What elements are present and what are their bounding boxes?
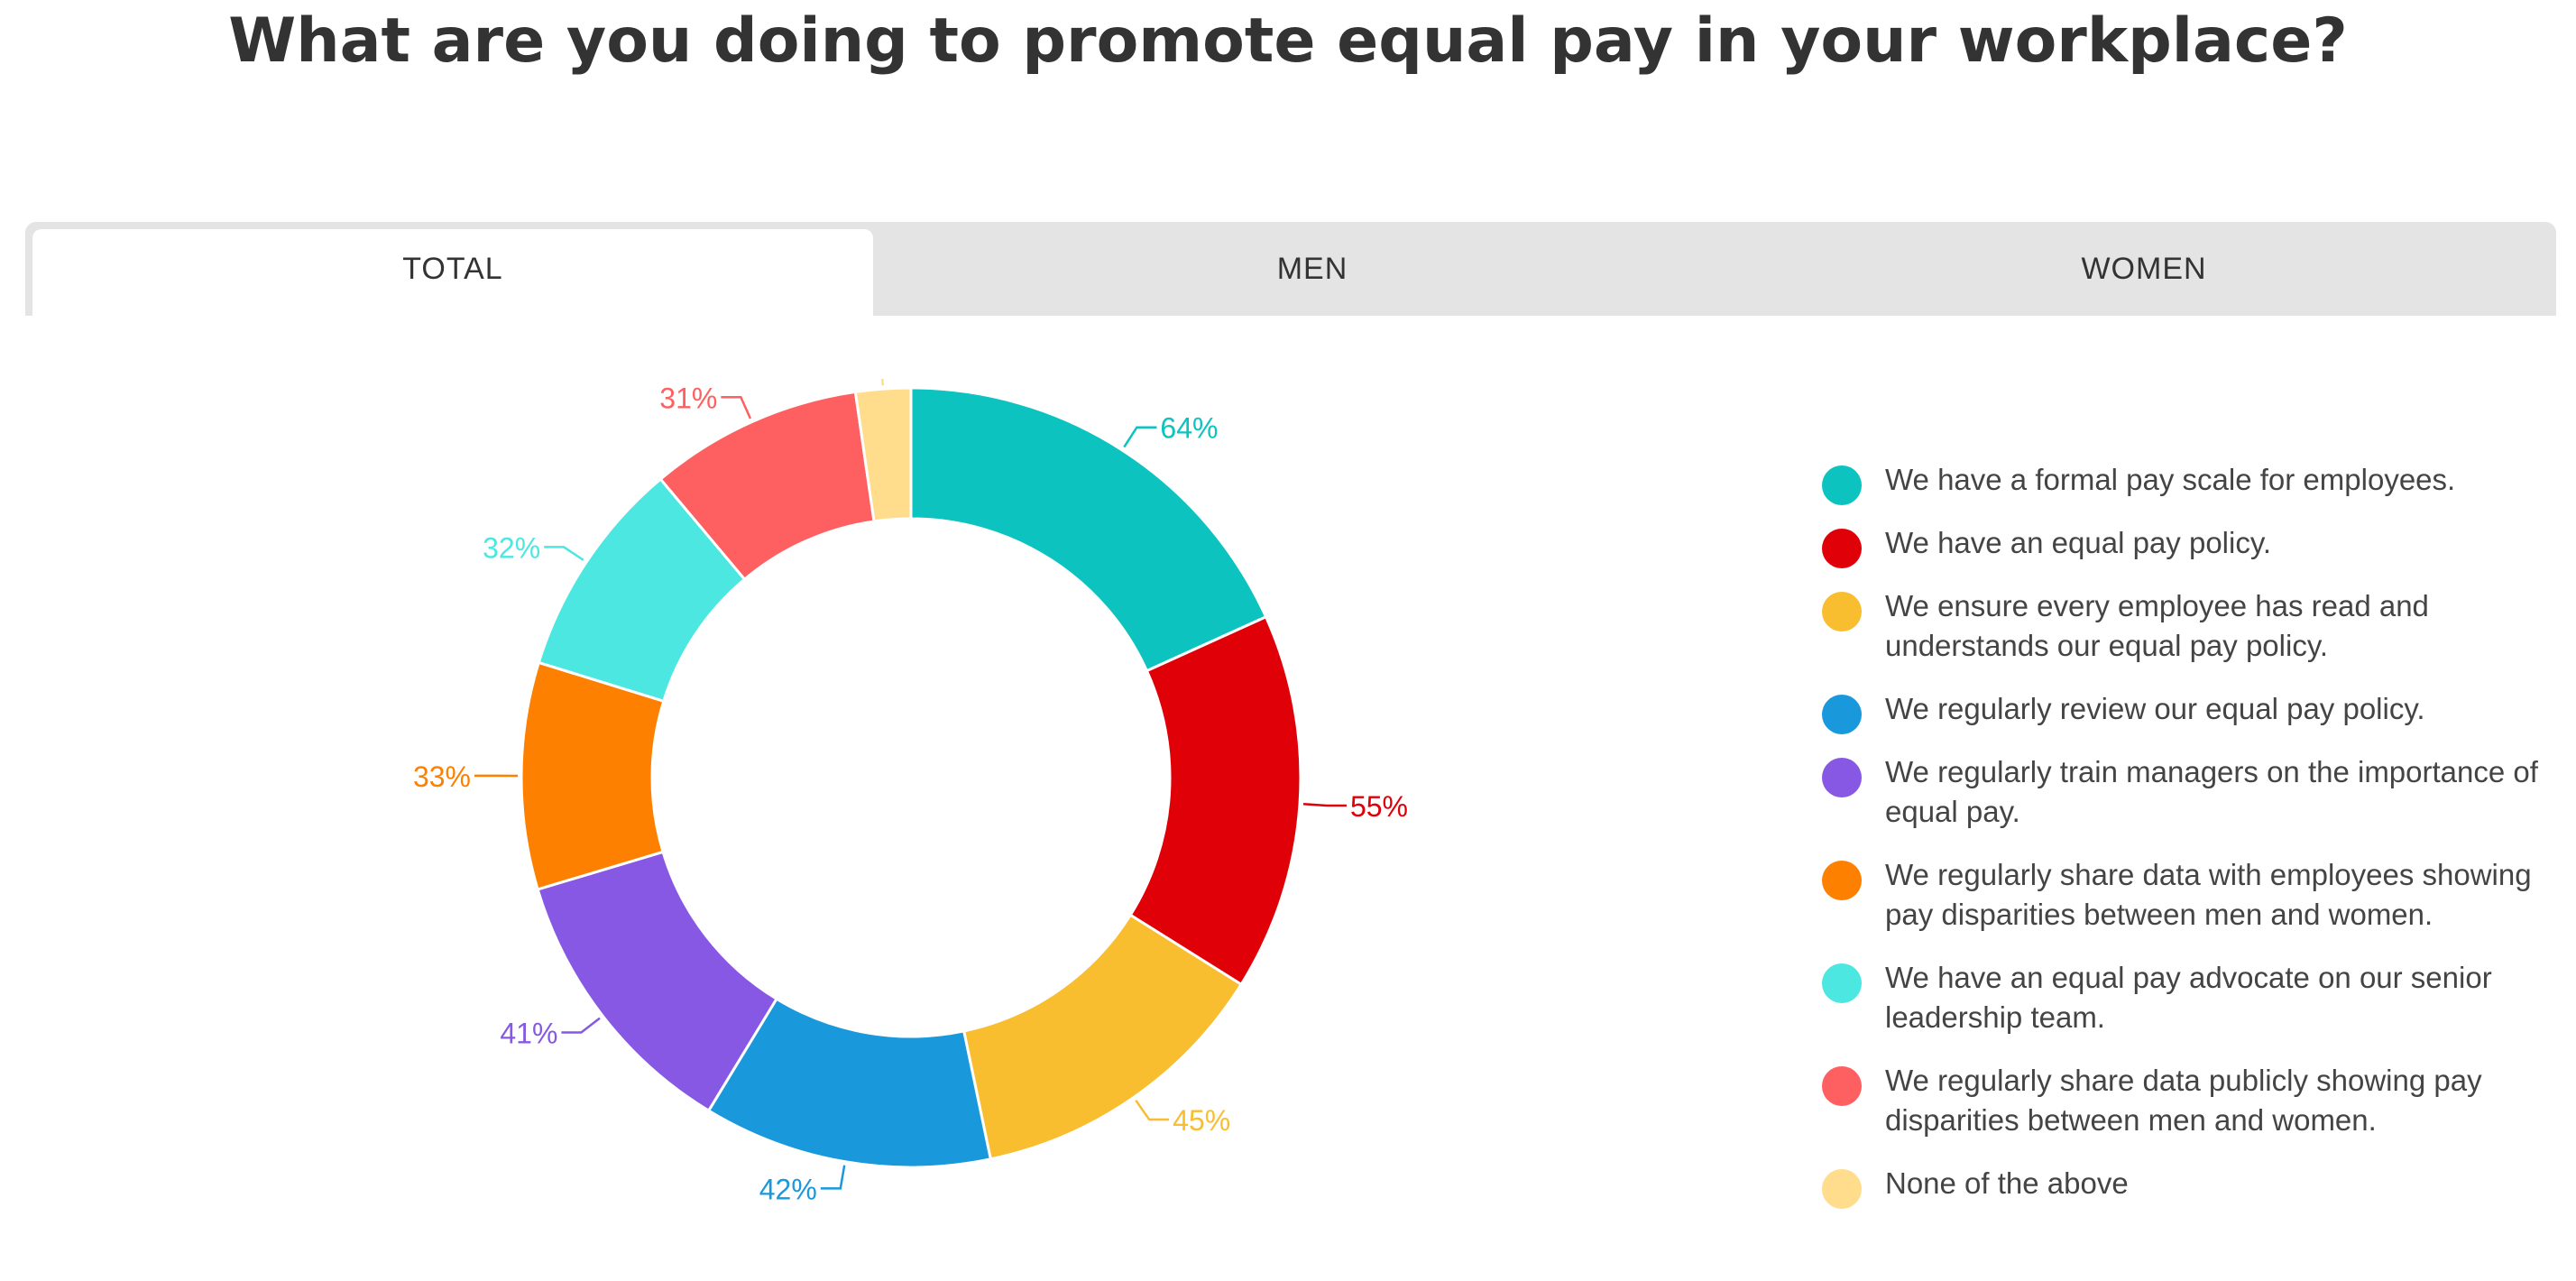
tab-men[interactable]: MEN [1276, 252, 1348, 286]
leader-line [721, 396, 752, 419]
data-label: 42% [759, 1173, 817, 1205]
legend-swatch [1822, 963, 1862, 1003]
tab-bar: TOTAL MEN WOMEN [25, 222, 2556, 316]
leader-line [1123, 426, 1157, 448]
leader-line [820, 1165, 846, 1190]
legend-item[interactable]: We ensure every employee has read and un… [1813, 586, 2562, 666]
legend: We have a formal pay scale for employees… [1813, 460, 2562, 1227]
legend-label: We have an equal pay policy. [1885, 526, 2272, 559]
donut-slice[interactable] [1128, 614, 1302, 987]
legend-label: We regularly review our equal pay policy… [1885, 692, 2425, 725]
legend-swatch [1822, 758, 1862, 797]
legend-label: We regularly share data publicly showing… [1885, 1064, 2482, 1137]
leader-line [881, 379, 885, 386]
data-label: 55% [1350, 790, 1408, 823]
data-label: 31% [659, 382, 717, 414]
donut-chart: 64%55%45%42%41%33%32%31%8% [413, 379, 1408, 1205]
legend-swatch [1822, 1066, 1862, 1106]
legend-label: We have a formal pay scale for employees… [1885, 463, 2456, 496]
legend-item[interactable]: We regularly share data with employees s… [1813, 855, 2562, 935]
slices-group [520, 386, 1302, 1169]
legend-label: We regularly train managers on the impor… [1885, 755, 2538, 828]
legend-item[interactable]: None of the above [1813, 1164, 2562, 1209]
leader-line [1302, 802, 1347, 807]
legend-item[interactable]: We regularly train managers on the impor… [1813, 752, 2562, 832]
donut-slice[interactable] [520, 660, 666, 891]
legend-swatch [1822, 529, 1862, 568]
legend-label: We ensure every employee has read and un… [1885, 589, 2429, 662]
legend-item[interactable]: We regularly review our equal pay policy… [1813, 689, 2562, 734]
tab-total[interactable]: TOTAL [32, 229, 873, 316]
data-label: 64% [1160, 412, 1218, 445]
data-label: 41% [500, 1017, 557, 1049]
legend-item[interactable]: We have an equal pay advocate on our sen… [1813, 958, 2562, 1037]
leaders-group [474, 379, 1347, 1190]
labels-group: 64%55%45%42%41%33%32%31%8% [413, 379, 1408, 1205]
legend-swatch [1822, 465, 1862, 505]
legend-label: None of the above [1885, 1166, 2129, 1200]
legend-item[interactable]: We have a formal pay scale for employees… [1813, 460, 2562, 505]
legend-item[interactable]: We regularly share data publicly showing… [1813, 1061, 2562, 1140]
legend-swatch [1822, 1169, 1862, 1209]
legend-swatch [1822, 592, 1862, 631]
leader-line [544, 546, 584, 561]
chart-title: What are you doing to promote equal pay … [228, 5, 2348, 77]
legend-item[interactable]: We have an equal pay policy. [1813, 523, 2562, 568]
donut-slice[interactable] [909, 386, 1268, 673]
data-label: 45% [1173, 1104, 1230, 1137]
legend-label: We have an equal pay advocate on our sen… [1885, 961, 2492, 1034]
legend-label: We regularly share data with employees s… [1885, 858, 2532, 931]
legend-swatch [1822, 861, 1862, 900]
legend-swatch [1822, 695, 1862, 734]
donut-slice[interactable] [853, 386, 913, 523]
data-label: 33% [413, 760, 471, 793]
leader-line [561, 1017, 601, 1034]
tab-women[interactable]: WOMEN [2081, 252, 2207, 286]
leader-line [1135, 1099, 1170, 1121]
data-label: 32% [483, 531, 540, 564]
